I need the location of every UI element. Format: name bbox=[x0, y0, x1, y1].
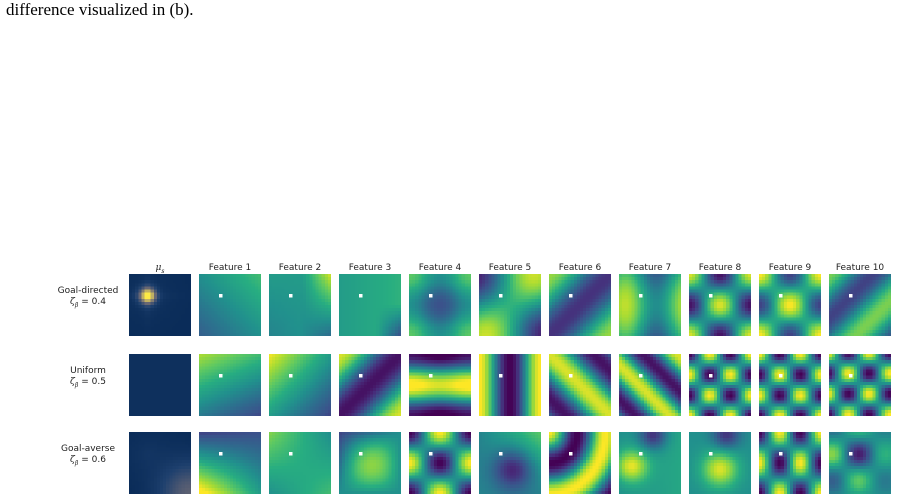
goal-marker bbox=[709, 374, 713, 378]
column-title-feature-6: Feature 6 bbox=[558, 263, 602, 273]
column-title-feature-10: Feature 10 bbox=[835, 263, 885, 273]
row-label-uniform: Uniform ζβ = 0.5 bbox=[43, 366, 133, 391]
feature-3-heatmap-goal-directed bbox=[339, 274, 401, 336]
column-title-feature-9: Feature 9 bbox=[768, 263, 812, 273]
goal-marker bbox=[289, 452, 293, 456]
row-label-zeta: ζβ = 0.6 bbox=[70, 455, 106, 467]
column-title-feature-2: Feature 2 bbox=[278, 263, 322, 273]
goal-marker bbox=[639, 374, 643, 378]
goal-marker bbox=[779, 294, 783, 298]
goal-marker bbox=[709, 294, 713, 298]
goal-marker bbox=[429, 452, 433, 456]
column-title-mu: μs bbox=[120, 263, 200, 275]
column-title-feature-3: Feature 3 bbox=[348, 263, 392, 273]
feature-10-heatmap-uniform bbox=[829, 354, 891, 416]
goal-marker bbox=[359, 374, 363, 378]
row-label-name: Uniform bbox=[70, 366, 106, 376]
feature-6-heatmap-goal-directed bbox=[549, 274, 611, 336]
feature-4-heatmap-uniform bbox=[409, 354, 471, 416]
feature-7-heatmap-goal-averse bbox=[619, 432, 681, 494]
column-title-feature-7: Feature 7 bbox=[628, 263, 672, 273]
goal-marker bbox=[429, 294, 433, 298]
goal-marker bbox=[499, 374, 503, 378]
goal-marker bbox=[499, 294, 503, 298]
column-title-feature-8: Feature 8 bbox=[698, 263, 742, 273]
caption-text: difference visualized in (b). bbox=[6, 0, 194, 19]
feature-3-heatmap-uniform bbox=[339, 354, 401, 416]
feature-9-heatmap-goal-directed bbox=[759, 274, 821, 336]
goal-marker bbox=[779, 374, 783, 378]
feature-4-heatmap-goal-directed bbox=[409, 274, 471, 336]
row-label-zeta: ζβ = 0.4 bbox=[70, 297, 106, 309]
column-title-feature-5: Feature 5 bbox=[488, 263, 532, 273]
mu-heatmap-uniform bbox=[129, 354, 191, 416]
feature-10-heatmap-goal-averse bbox=[829, 432, 891, 494]
feature-4-heatmap-goal-averse bbox=[409, 432, 471, 494]
feature-8-heatmap-goal-averse bbox=[689, 432, 751, 494]
feature-1-heatmap-goal-averse bbox=[199, 432, 261, 494]
goal-marker bbox=[569, 294, 573, 298]
goal-marker bbox=[219, 294, 223, 298]
goal-marker bbox=[569, 452, 573, 456]
feature-3-heatmap-goal-averse bbox=[339, 432, 401, 494]
goal-marker bbox=[429, 374, 433, 378]
goal-marker bbox=[849, 452, 853, 456]
goal-marker bbox=[219, 374, 223, 378]
goal-marker bbox=[219, 452, 223, 456]
feature-2-heatmap-goal-directed bbox=[269, 274, 331, 336]
feature-10-heatmap-goal-directed bbox=[829, 274, 891, 336]
feature-1-heatmap-uniform bbox=[199, 354, 261, 416]
row-label-zeta: ζβ = 0.5 bbox=[70, 377, 106, 389]
goal-marker bbox=[359, 452, 363, 456]
goal-marker bbox=[849, 294, 853, 298]
mu-heatmap-goal-directed bbox=[129, 274, 191, 336]
feature-6-heatmap-uniform bbox=[549, 354, 611, 416]
feature-8-heatmap-uniform bbox=[689, 354, 751, 416]
goal-marker bbox=[779, 452, 783, 456]
feature-2-heatmap-uniform bbox=[269, 354, 331, 416]
goal-marker bbox=[709, 452, 713, 456]
feature-6-heatmap-goal-averse bbox=[549, 432, 611, 494]
feature-5-heatmap-goal-averse bbox=[479, 432, 541, 494]
row-label-name: Goal-directed bbox=[57, 286, 119, 296]
goal-marker bbox=[359, 294, 363, 298]
feature-9-heatmap-goal-averse bbox=[759, 432, 821, 494]
row-label-goal-directed: Goal-directed ζβ = 0.4 bbox=[43, 286, 133, 311]
mu-subscript: s bbox=[161, 267, 165, 275]
feature-9-heatmap-uniform bbox=[759, 354, 821, 416]
goal-marker bbox=[639, 452, 643, 456]
feature-7-heatmap-uniform bbox=[619, 354, 681, 416]
goal-marker bbox=[289, 374, 293, 378]
goal-marker bbox=[569, 374, 573, 378]
feature-8-heatmap-goal-directed bbox=[689, 274, 751, 336]
feature-5-heatmap-goal-directed bbox=[479, 274, 541, 336]
goal-marker bbox=[289, 294, 293, 298]
goal-marker bbox=[499, 452, 503, 456]
row-label-goal-averse: Goal-averse ζβ = 0.6 bbox=[43, 444, 133, 469]
feature-7-heatmap-goal-directed bbox=[619, 274, 681, 336]
goal-marker bbox=[849, 374, 853, 378]
row-label-name: Goal-averse bbox=[60, 444, 116, 454]
mu-heatmap-goal-averse bbox=[129, 432, 191, 494]
mu-symbol: μ bbox=[155, 263, 162, 273]
goal-marker bbox=[639, 294, 643, 298]
feature-5-heatmap-uniform bbox=[479, 354, 541, 416]
feature-2-heatmap-goal-averse bbox=[269, 432, 331, 494]
column-title-feature-4: Feature 4 bbox=[418, 263, 462, 273]
column-title-feature-1: Feature 1 bbox=[208, 263, 252, 273]
feature-1-heatmap-goal-directed bbox=[199, 274, 261, 336]
